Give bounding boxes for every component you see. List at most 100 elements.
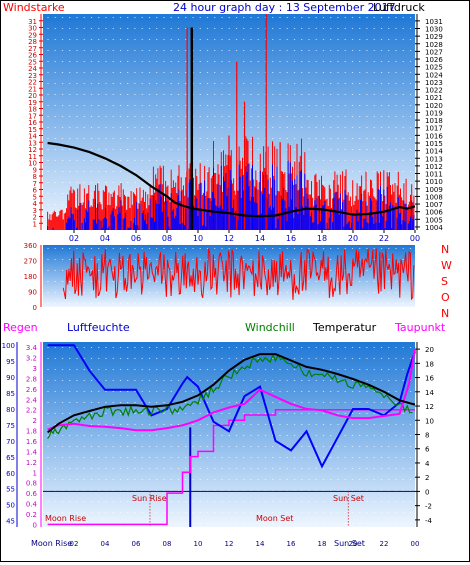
- pressure-axis-title: Luftdruck: [373, 1, 425, 14]
- humidity-tick-label: 70: [6, 438, 15, 446]
- wind-tick-label: 18: [28, 106, 37, 114]
- rain-tick-label: 0: [33, 521, 37, 529]
- time-tick-label: 02: [69, 234, 79, 243]
- wind-tick-label: 13: [28, 139, 37, 147]
- rain-tick-label: 3: [33, 365, 37, 373]
- wind-axis-title: Windstarke: [3, 1, 65, 14]
- pressure-tick-label: 1015: [425, 140, 443, 148]
- pressure-tick-label: 1029: [425, 33, 443, 41]
- time-tick-label: 22: [379, 234, 389, 243]
- pressure-tick-label: 1019: [425, 109, 443, 117]
- direction-tick-label: 180: [24, 273, 37, 281]
- moon-rise-axis-label: Moon Rise: [31, 539, 72, 548]
- time-tick-label: 16: [286, 234, 296, 243]
- humidity-tick-label: 85: [6, 390, 15, 398]
- pressure-tick-label: 1011: [425, 171, 443, 179]
- wind-tick-label: 23: [28, 72, 37, 80]
- rain-tick-label: 1.2: [26, 459, 37, 467]
- climate-time-tick-label: 02: [70, 540, 79, 548]
- humidity-tick-label: 80: [6, 406, 15, 414]
- humidity-tick-label: 75: [6, 422, 15, 430]
- wind-tick-label: 21: [28, 85, 37, 93]
- rain-tick-label: 1.8: [26, 428, 37, 436]
- rain-tick-label: 1.4: [26, 448, 38, 456]
- pressure-tick-label: 1013: [425, 155, 443, 163]
- humidity-tick-label: 50: [6, 502, 15, 510]
- time-tick-label: 04: [100, 234, 110, 243]
- temperature-tick-label: 16: [425, 375, 434, 383]
- rain-tick-label: 2.8: [26, 375, 37, 383]
- temperature-tick-label: 2: [425, 474, 429, 482]
- pressure-tick-label: 1004: [425, 224, 443, 232]
- humidity-tick-label: 45: [6, 518, 15, 526]
- pressure-tick-label: 1012: [425, 163, 443, 171]
- wind-tick-label: 8: [33, 173, 37, 181]
- dir-label-o: O: [441, 291, 450, 304]
- rain-tick-label: 0.6: [26, 490, 38, 498]
- pressure-tick-label: 1006: [425, 209, 443, 217]
- rain-tick-label: 3.2: [26, 355, 37, 363]
- humidity-tick-label: 100: [2, 342, 15, 350]
- pressure-tick-label: 1026: [425, 56, 443, 64]
- temperature-tick-label: 6: [425, 446, 430, 454]
- wind-tick-label: 1: [33, 220, 37, 228]
- temperature-line: [46, 353, 416, 434]
- time-tick-label: 08: [162, 234, 172, 243]
- wind-tick-label: 30: [28, 25, 37, 33]
- pressure-tick-label: 1005: [425, 216, 443, 224]
- dir-label-w: W: [441, 259, 452, 272]
- wind-tick-label: 20: [28, 92, 37, 100]
- time-tick-label: 14: [255, 234, 265, 243]
- dir-label-n-bottom: N: [441, 307, 449, 320]
- wind-tick-label: 5: [33, 193, 37, 201]
- wind-tick-label: 31: [28, 18, 37, 26]
- pressure-tick-label: 1009: [425, 186, 443, 194]
- pressure-tick-label: 1027: [425, 48, 443, 56]
- direction-tick-label: 90: [28, 289, 37, 297]
- temperature-tick-label: 10: [425, 417, 434, 425]
- pressure-tick-label: 1022: [425, 87, 443, 95]
- windchill-line: [47, 353, 413, 439]
- wind-tick-label: 19: [28, 99, 37, 107]
- pressure-tick-label: 1017: [425, 125, 443, 133]
- rain-tick-label: 2.2: [26, 407, 37, 415]
- direction-tick-label: 0: [33, 304, 37, 312]
- pressure-tick-label: 1028: [425, 41, 443, 49]
- dewpoint-legend: Taupunkt: [394, 321, 446, 334]
- pressure-tick-label: 1016: [425, 132, 443, 140]
- rain-tick-label: 2.6: [26, 386, 38, 394]
- time-tick-label: 00: [410, 234, 420, 243]
- wind-tick-label: 12: [28, 146, 37, 154]
- wind-tick-label: 15: [28, 126, 37, 134]
- time-tick-label: 06: [131, 234, 141, 243]
- humidity-tick-label: 55: [6, 486, 15, 494]
- rain-line: [47, 408, 415, 526]
- rain-tick-label: 0.4: [26, 501, 38, 509]
- climate-time-tick-label: 12: [225, 540, 234, 548]
- pressure-tick-label: 1021: [425, 94, 443, 102]
- dir-label-n-top: N: [441, 243, 449, 256]
- sun-set-axis-label: Sun Set: [334, 539, 365, 548]
- wind-average-series: [47, 160, 415, 230]
- humidity-tick-label: 60: [6, 470, 15, 478]
- climate-time-tick-label: 20: [349, 540, 358, 548]
- climate-time-tick-label: 06: [132, 540, 141, 548]
- dewpoint-line: [47, 348, 416, 432]
- chart-title: 24 hour graph day : 13 September 2017: [173, 1, 396, 14]
- time-tick-label: 20: [348, 234, 358, 243]
- wind-tick-label: 6: [33, 187, 38, 195]
- humidity-line: [47, 344, 416, 469]
- temperature-tick-label: 20: [425, 346, 434, 354]
- rain-tick-label: 0.2: [26, 511, 37, 519]
- climate-time-tick-label: 22: [380, 540, 389, 548]
- moon-rise-label: Moon Rise: [45, 514, 86, 523]
- wind-tick-label: 17: [28, 112, 37, 120]
- rain-tick-label: 2: [33, 417, 37, 425]
- sun-rise-label: Sun Rise: [132, 494, 167, 503]
- humidity-tick-label: 95: [6, 358, 15, 366]
- rain-tick-label: 0.8: [26, 480, 37, 488]
- rain-tick-label: 1.6: [26, 438, 38, 446]
- pressure-tick-label: 1023: [425, 79, 443, 87]
- temperature-tick-label: 14: [425, 389, 434, 397]
